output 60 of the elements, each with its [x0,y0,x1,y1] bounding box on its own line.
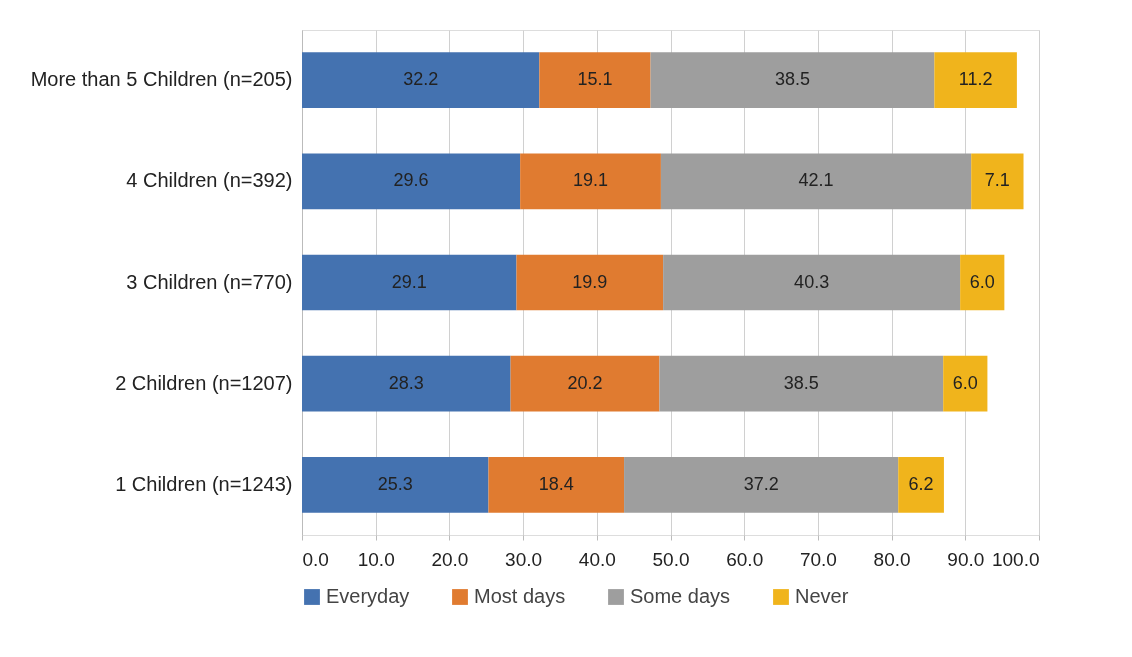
data-label: 29.1 [391,271,427,292]
data-label: 20.2 [567,372,603,393]
bar [302,355,511,412]
data-label: 7.1 [984,170,1010,191]
bar [663,254,961,311]
data-label: 6.2 [908,473,934,494]
x-tick-label: 50.0 [652,548,690,570]
data-label: 19.9 [572,271,608,292]
x-tick-label: 20.0 [431,548,469,570]
y-tick-label: 1 Children (n=1243) [115,472,293,495]
data-label: 32.2 [403,69,439,90]
bar [302,457,489,513]
bar [660,153,972,210]
bar [302,254,517,311]
bar [520,153,661,210]
legend-label: Never [795,585,849,607]
bar [943,355,988,412]
bar [516,254,664,311]
x-tick-label: 0.0 [302,548,329,570]
data-label: 25.3 [377,473,413,494]
x-tick-label: 90.0 [947,548,985,570]
x-tick-label: 60.0 [726,548,764,570]
y-tick-label: 2 Children (n=1207) [115,371,293,394]
bar [659,355,944,412]
bar [302,153,521,210]
x-tick-label: 10.0 [357,548,395,570]
data-label: 38.5 [783,372,819,393]
data-label: 38.5 [774,69,810,90]
data-label: 37.2 [743,473,779,494]
x-tick-label: 70.0 [799,548,837,570]
y-tick-label: More than 5 Children (n=205) [30,68,293,91]
bar [624,457,899,513]
data-label: 6.0 [969,271,995,292]
data-label: 11.2 [958,69,993,90]
bar [960,254,1005,311]
bar [971,153,1024,210]
data-label: 42.1 [798,170,834,191]
bar [934,52,1017,108]
y-tick-label: 4 Children (n=392) [126,169,293,192]
bar [650,52,935,108]
legend-label: Most days [474,585,566,607]
x-tick-label: 80.0 [873,548,911,570]
data-label: 6.0 [952,372,978,393]
data-label: 18.4 [538,473,574,494]
bar [510,355,660,412]
x-tick-label: 100.0 [991,548,1040,570]
data-label: 15.1 [577,69,613,90]
x-tick-label: 40.0 [578,548,616,570]
bar [898,457,944,513]
bar [539,52,651,108]
legend-label: Everyday [326,585,410,607]
bar [302,52,540,108]
data-label: 28.3 [388,372,424,393]
data-label: 29.6 [393,170,429,191]
data-label: 40.3 [794,271,830,292]
bar [488,457,625,513]
y-tick-label: 3 Children (n=770) [126,270,293,293]
data-label: 19.1 [573,170,609,191]
legend-label: Some days [630,585,731,607]
x-tick-label: 30.0 [505,548,543,570]
